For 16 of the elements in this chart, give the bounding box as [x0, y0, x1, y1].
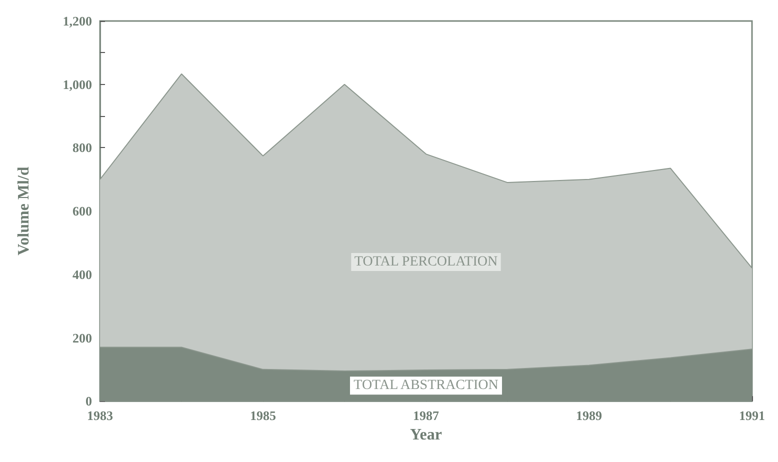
series-label: TOTAL ABSTRACTION	[354, 378, 498, 394]
y-tick-label: 800	[72, 140, 92, 156]
y-tick-label: 200	[72, 330, 92, 346]
x-tick-label: 1987	[413, 408, 440, 424]
y-tick-label: 600	[72, 204, 92, 219]
x-tick-label: 1985	[250, 408, 276, 424]
y-axis-title: Volume Ml/d	[16, 166, 32, 256]
x-tick-label: 1983	[87, 408, 114, 424]
x-tick-label: 1991	[739, 408, 765, 424]
y-tick-label: 0	[86, 394, 92, 409]
x-axis-title: Year	[410, 426, 442, 444]
series-label: TOTAL PERCOLATION	[354, 254, 498, 270]
y-tick-label: 1,200	[62, 14, 92, 28]
y-tick-label: 1,000	[62, 76, 92, 92]
y-tick-label: 400	[72, 266, 92, 282]
x-tick-label: 1989	[576, 408, 602, 424]
